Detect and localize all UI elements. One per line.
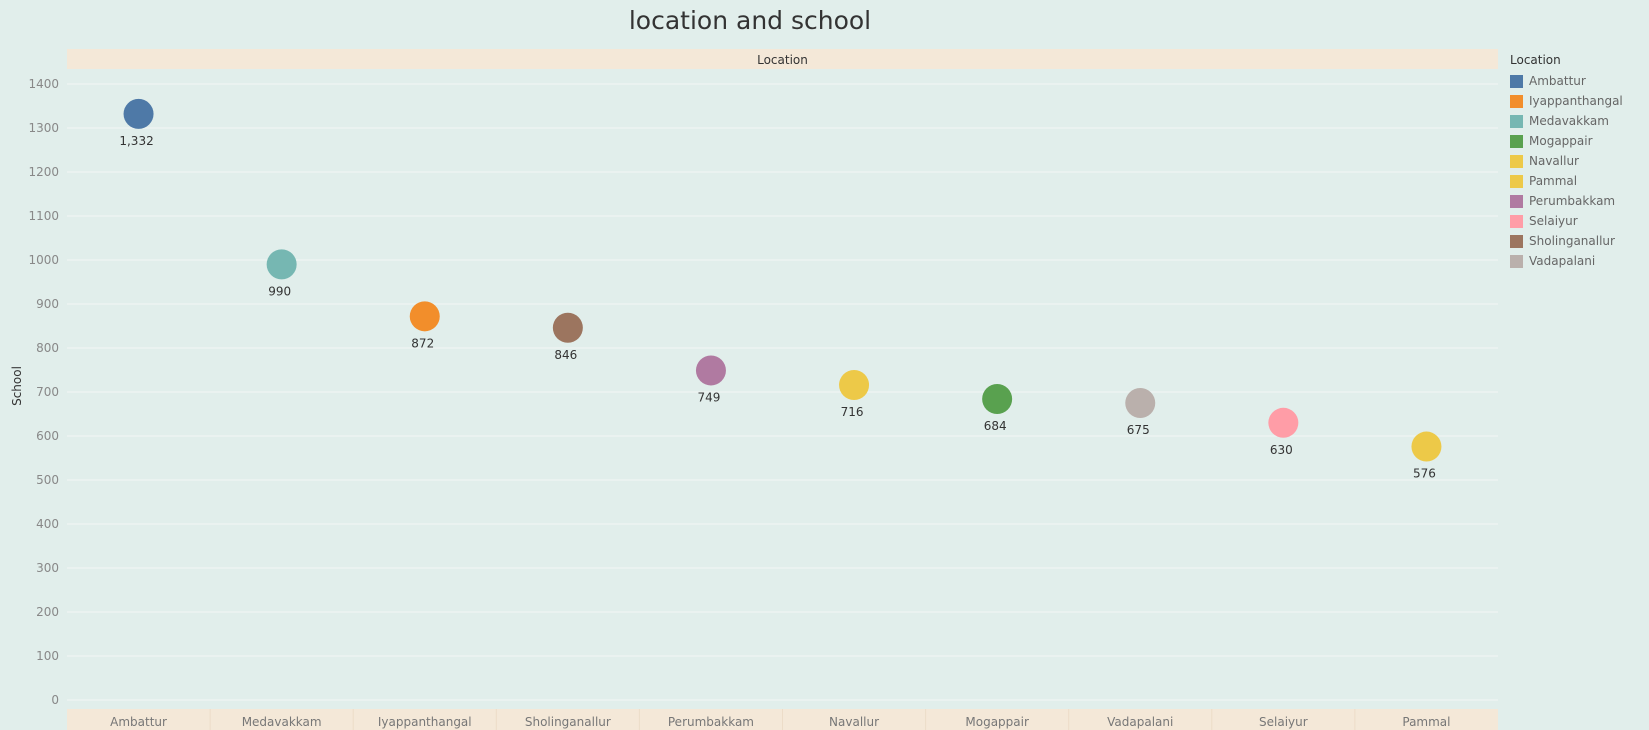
legend-label: Medavakkam <box>1529 114 1609 128</box>
data-point[interactable] <box>123 98 154 129</box>
legend-swatch <box>1510 254 1523 268</box>
data-label: 576 <box>1413 467 1436 481</box>
y-tick-label: 300 <box>36 561 59 575</box>
y-tick-label: 1000 <box>28 253 59 267</box>
data-points: 1,332 990 872 846 749 716 684 675 630 576 <box>119 98 1442 481</box>
y-tick-label: 700 <box>36 385 59 399</box>
legend-item[interactable]: Navallur <box>1510 151 1645 171</box>
x-axis-band: Ambattur Medavakkam Iyappanthangal Sholinga… <box>67 709 1498 730</box>
legend-label: Sholinganallur <box>1529 234 1615 248</box>
y-tick-label: 0 <box>51 693 59 707</box>
legend-swatch <box>1510 154 1523 168</box>
legend-item[interactable]: Ambattur <box>1510 71 1645 91</box>
legend-label: Pammal <box>1529 174 1578 188</box>
data-point[interactable] <box>1411 431 1442 462</box>
y-tick-label: 1300 <box>28 121 59 135</box>
data-label: 846 <box>554 348 577 362</box>
legend-item[interactable]: Selaiyur <box>1510 211 1645 231</box>
y-axis: 0 100 200 300 400 500 600 700 800 900 1000 1100 1200… <box>28 77 59 707</box>
legend-item[interactable]: Perumbakkam <box>1510 191 1645 211</box>
y-tick-label: 1100 <box>28 209 59 223</box>
legend-label: Vadapalani <box>1529 254 1596 268</box>
legend-item[interactable]: Medavakkam <box>1510 111 1645 131</box>
legend-swatch <box>1510 134 1523 148</box>
legend-item[interactable]: Pammal <box>1510 171 1645 191</box>
data-label: 630 <box>1270 443 1293 457</box>
x-tick-label: Ambattur <box>110 715 167 729</box>
x-tick-label: Selaiyur <box>1259 715 1308 729</box>
data-label: 749 <box>697 390 720 404</box>
x-tick-label: Medavakkam <box>242 715 322 729</box>
x-tick-label: Navallur <box>829 715 879 729</box>
data-point[interactable] <box>695 355 726 386</box>
data-label: 872 <box>411 336 434 350</box>
data-label: 990 <box>268 284 291 298</box>
data-label: 1,332 <box>119 134 153 148</box>
y-tick-label: 1400 <box>28 77 59 91</box>
data-label: 675 <box>1127 423 1150 437</box>
data-label: 684 <box>984 419 1007 433</box>
chart-title: location and school <box>628 6 872 35</box>
header-label: Location <box>757 53 808 67</box>
legend-item[interactable]: Iyappanthangal <box>1510 91 1645 111</box>
data-point[interactable] <box>266 249 297 280</box>
y-tick-label: 200 <box>36 605 59 619</box>
legend-label: Mogappair <box>1529 134 1593 148</box>
y-tick-label: 600 <box>36 429 59 443</box>
y-tick-label: 800 <box>36 341 59 355</box>
data-point[interactable] <box>1268 407 1299 438</box>
legend-label: Selaiyur <box>1529 214 1578 228</box>
legend-swatch <box>1510 194 1523 208</box>
legend-label: Perumbakkam <box>1529 194 1616 208</box>
y-tick-label: 1200 <box>28 165 59 179</box>
header-band <box>67 49 1498 69</box>
legend-swatch <box>1510 74 1523 88</box>
legend-label: Iyappanthangal <box>1529 94 1623 108</box>
data-point[interactable] <box>409 301 440 332</box>
data-label: 716 <box>841 405 864 419</box>
legend-swatch <box>1510 114 1523 128</box>
x-tick-label: Iyappanthangal <box>378 715 472 729</box>
legend: Location Ambattur Iyappanthangal Medavakka… <box>1510 53 1645 271</box>
legend-swatch <box>1510 214 1523 228</box>
legend-item[interactable]: Mogappair <box>1510 131 1645 151</box>
y-tick-label: 100 <box>36 649 59 663</box>
y-tick-label: 900 <box>36 297 59 311</box>
legend-items: Ambattur Iyappanthangal Medavakkam Mogappai… <box>1510 71 1645 271</box>
legend-title: Location <box>1510 53 1561 67</box>
legend-swatch <box>1510 174 1523 188</box>
y-tick-label: 500 <box>36 473 59 487</box>
x-tick-label: Sholinganallur <box>525 715 611 729</box>
x-tick-label: Mogappair <box>965 715 1029 729</box>
x-tick-label: Pammal <box>1402 715 1450 729</box>
gridlines <box>67 83 1498 701</box>
data-point[interactable] <box>1125 388 1156 418</box>
y-axis-label: School <box>10 366 24 406</box>
legend-swatch <box>1510 234 1523 248</box>
chart-plot: Location 0 100 200 300 400 500 600 700 800 900 100… <box>10 49 1498 730</box>
legend-swatch <box>1510 94 1523 108</box>
x-tick-label: Vadapalani <box>1107 715 1173 729</box>
legend-item[interactable]: Vadapalani <box>1510 251 1645 271</box>
data-point[interactable] <box>552 312 583 343</box>
legend-label: Navallur <box>1529 154 1579 168</box>
legend-item[interactable]: Sholinganallur <box>1510 231 1645 251</box>
data-point[interactable] <box>982 384 1013 415</box>
x-tick-label: Perumbakkam <box>668 715 754 729</box>
legend-label: Ambattur <box>1529 74 1586 88</box>
data-point[interactable] <box>839 369 870 400</box>
y-tick-label: 400 <box>36 517 59 531</box>
